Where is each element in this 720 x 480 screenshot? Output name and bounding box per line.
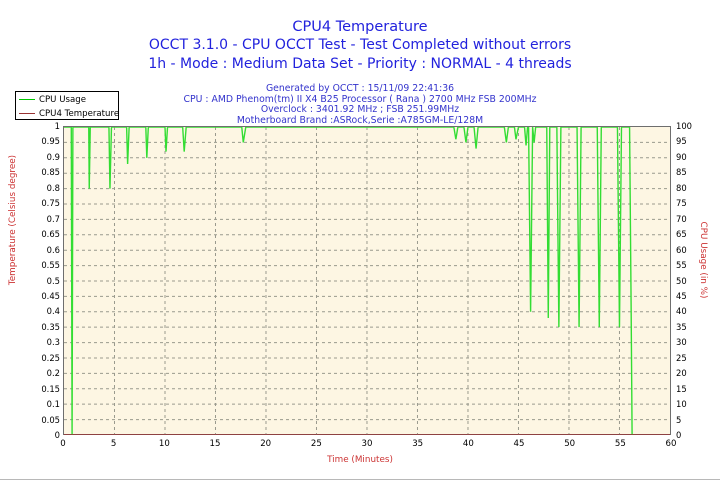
x-axis-tick-label: 0	[60, 439, 66, 449]
x-axis-tick-label: 30	[361, 439, 373, 449]
y-axis-right-tick-label: 100	[676, 121, 692, 131]
y-axis-right-tick-label: 65	[676, 229, 687, 240]
x-axis-tick-label: 55	[614, 439, 626, 449]
y-axis-tick-label: 0	[54, 430, 60, 440]
x-axis-tick-label: 35	[412, 439, 424, 449]
meta-cpu: CPU : AMD Phenom(tm) II X4 B25 Processor…	[183, 93, 537, 105]
y-axis-tick-label: 1	[54, 121, 60, 131]
x-axis-tick-label: 40	[462, 439, 474, 449]
x-axis-tick-label: 5	[110, 439, 117, 449]
y-axis-right-tick-label: 30	[676, 337, 687, 348]
y-axis-tick-label: 0.8	[46, 182, 60, 193]
y-axis-right-tick-label: 70	[676, 213, 687, 224]
x-axis-tick-label: 60	[665, 439, 677, 449]
y-axis-tick-label: 0.6	[46, 244, 60, 255]
y-axis-right-tick-label: 25	[676, 352, 687, 363]
meta-overclock: Overclock : 3401.92 MHz ; FSB 251.99MHz	[260, 104, 460, 116]
x-axis-tick-label: 20	[260, 439, 272, 449]
y-axis-tick-label: 0.35	[41, 321, 60, 332]
y-axis-right-tick-label: 20	[676, 368, 687, 379]
plot-gridlines	[64, 127, 670, 435]
y-axis-tick-label: 0.65	[41, 229, 60, 240]
y-axis-tick-label: 0.45	[41, 290, 60, 301]
y-axis-tick-label: 0.05	[41, 414, 60, 425]
y-axis-right-tick-label: 5	[676, 414, 682, 425]
y-axis-tick-label: 0.85	[41, 167, 60, 178]
y-axis-right-tick-label: 45	[676, 290, 687, 301]
y-axis-tick-label: 0.5	[46, 275, 60, 286]
y-axis-right-tick-label: 35	[676, 321, 687, 332]
y-axis-right-tick-label: 75	[676, 198, 687, 209]
y-axis-right-tick-label: 90	[676, 151, 687, 162]
y-axis-tick-label: 0.2	[46, 368, 60, 379]
x-axis-ticks: 0 5 10 15 20 25 30 35 40 45 50 55 60	[60, 439, 676, 453]
legend-swatch-icon	[19, 113, 35, 114]
x-axis-tick-label: 15	[209, 439, 221, 449]
y-axis-tick-label: 0.7	[46, 213, 60, 224]
x-axis-tick-label: 10	[158, 439, 170, 449]
y-axis-right-tick-label: 55	[676, 260, 687, 271]
y-axis-right-tick-label: 10	[676, 399, 687, 410]
y-axis-tick-label: 0.15	[41, 383, 60, 394]
y-axis-right-tick-label: 0	[676, 430, 682, 440]
meta-motherboard: Motherboard Brand :ASRock,Serie :A785GM-…	[236, 114, 484, 126]
y-axis-right-ticks: 0 5 10 15 20 25 30 35 40 45 50 55 60 65 70 75 80 85 90 95 10…	[676, 121, 716, 440]
legend-label: CPU Usage	[39, 94, 86, 105]
legend-item-cpu-usage: CPU Usage	[16, 93, 118, 106]
x-axis-title: Time (Minutes)	[327, 455, 393, 465]
test-config-title: 1h - Mode : Medium Data Set - Priority :…	[148, 56, 572, 72]
y-axis-right-tick-label: 60	[676, 244, 687, 255]
x-axis-tick-label: 45	[513, 439, 525, 449]
data-series-layer	[64, 127, 670, 435]
y-axis-tick-label: 0.55	[41, 260, 60, 271]
y-axis-left-title: Temperature (Celsius degree)	[8, 154, 18, 286]
y-axis-right-tick-label: 95	[676, 136, 687, 147]
x-axis-tick-label: 50	[564, 439, 576, 449]
y-axis-right-title: CPU Usage (in %)	[698, 221, 708, 299]
page-title: CPU4 Temperature	[292, 19, 428, 35]
chart-legend: CPU Usage CPU4 Temperature	[15, 91, 119, 120]
y-axis-tick-label: 0.3	[46, 337, 60, 348]
y-axis-tick-label: 0.95	[41, 136, 60, 147]
y-axis-tick-label: 0.4	[46, 306, 60, 317]
y-axis-left-ticks: 0 0.05 0.1 0.15 0.2 0.25 0.3 0.35 0.4 0.45 0.5 0.55…	[8, 121, 60, 440]
y-axis-tick-label: 0.25	[41, 352, 60, 363]
y-axis-tick-label: 0.9	[46, 151, 60, 162]
chart-titles: CPU4 Temperature OCCT 3.1.0 - CPU OCCT T…	[0, 18, 720, 74]
legend-item-cpu4-temperature: CPU4 Temperature	[16, 107, 120, 120]
y-axis-right-tick-label: 85	[676, 167, 687, 178]
y-axis-right-tick-label: 40	[676, 306, 687, 317]
y-axis-right-tick-label: 80	[676, 182, 687, 193]
meta-generated: Generated by OCCT : 15/11/09 22:41:36	[265, 83, 455, 94]
system-metadata: Generated by OCCT : 15/11/09 22:41:36 CP…	[0, 83, 720, 126]
y-axis-tick-label: 0.75	[41, 198, 60, 209]
y-axis-right-tick-label: 50	[676, 275, 687, 286]
x-axis-tick-label: 25	[310, 439, 322, 449]
test-status-title: OCCT 3.1.0 - CPU OCCT Test - Test Comple…	[148, 37, 572, 53]
legend-label: CPU4 Temperature	[39, 108, 120, 119]
y-axis-tick-label: 0.1	[46, 399, 60, 410]
legend-swatch-icon	[19, 99, 35, 100]
y-axis-right-tick-label: 15	[676, 383, 687, 394]
plot-area	[63, 126, 671, 435]
